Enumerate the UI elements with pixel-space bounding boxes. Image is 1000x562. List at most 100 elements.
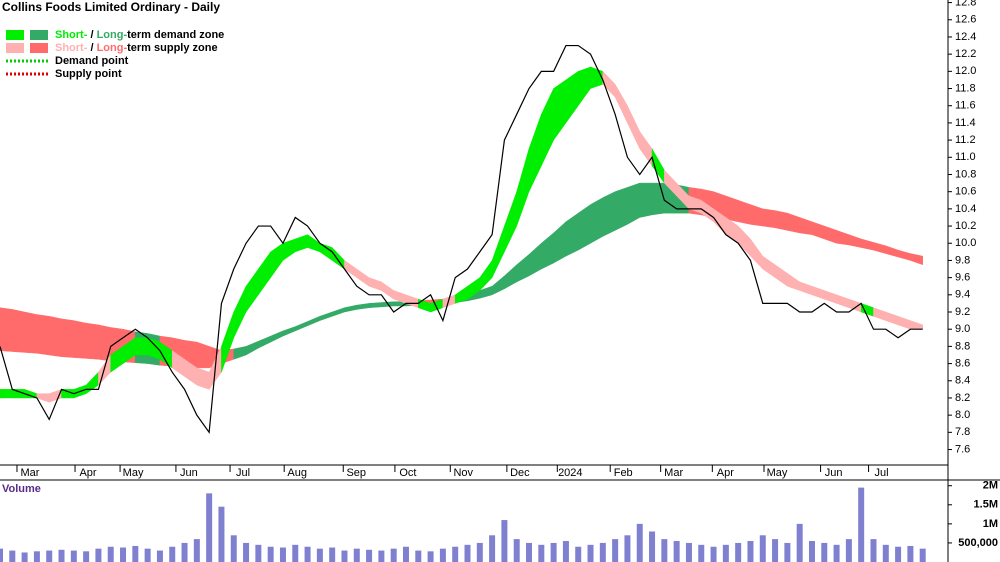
x-tick-label: Apr [717, 467, 734, 479]
volume-bar [599, 542, 606, 562]
volume-bar [255, 544, 262, 562]
volume-bar [230, 535, 237, 562]
volume-bar [218, 506, 225, 562]
y-tick-label: 9.6 [955, 272, 970, 284]
volume-bar [759, 535, 766, 562]
volume-title: Volume [2, 483, 41, 495]
volume-bar [772, 539, 779, 562]
volume-bar [808, 541, 815, 562]
x-tick-label: Oct [399, 467, 416, 479]
short-band-segment [135, 337, 148, 356]
y-tick-label: 11.6 [955, 100, 976, 112]
volume-bar [132, 545, 139, 562]
long-band-segment [737, 199, 751, 225]
long-band-segment [725, 195, 739, 223]
x-tick-label: Sep [346, 467, 366, 479]
long-band-segment [73, 320, 87, 359]
volume-bar [575, 546, 582, 562]
volume-bar [710, 546, 717, 562]
y-tick-label: 12.8 [955, 0, 976, 8]
volume-bar [735, 542, 742, 562]
volume-bar [0, 548, 3, 562]
volume-bar [402, 546, 409, 562]
volume-bar [353, 548, 360, 562]
volume-bar [501, 520, 508, 562]
y-tick-label: 12.2 [955, 48, 976, 60]
y-tick-label: 10.8 [955, 168, 976, 180]
volume-bar [181, 542, 188, 562]
volume-bar [169, 546, 176, 562]
y-tick-label: 500,000 [958, 537, 998, 549]
y-tick-label: 9.0 [955, 323, 970, 335]
y-tick-label: 1.5M [974, 499, 998, 511]
legend-label: Short- / Long-term demand zone [55, 29, 224, 41]
volume-bar [624, 535, 631, 562]
long-band-segment [774, 210, 788, 231]
volume-bar [70, 550, 77, 562]
y-tick-label: 10.2 [955, 220, 976, 232]
legend-part: Short- [55, 29, 88, 41]
volume-bar [427, 551, 434, 562]
legend-swatch [6, 30, 24, 40]
x-tick-label: Jul [236, 467, 250, 479]
long-band-segment [0, 307, 13, 352]
volume-bar [550, 542, 557, 562]
x-tick-label: Aug [287, 467, 307, 479]
volume-bar [292, 544, 299, 562]
short-band-segment [12, 389, 25, 399]
long-band-segment [24, 311, 38, 354]
volume-bar [907, 545, 914, 562]
short-band-segment [0, 389, 13, 399]
x-tick-label: 2024 [558, 467, 582, 479]
volume-bar [390, 548, 397, 562]
y-tick-label: 8.8 [955, 340, 970, 352]
volume-bar [58, 549, 65, 562]
volume-bar [661, 539, 668, 562]
volume-bar [612, 539, 619, 562]
volume-bar [341, 550, 348, 562]
volume-bar [845, 539, 852, 562]
volume-bar [378, 550, 385, 562]
volume-bar [120, 547, 127, 562]
volume-bar [919, 548, 926, 562]
volume-bar [366, 549, 373, 562]
volume-bar [95, 548, 102, 562]
volume-bar [747, 541, 754, 562]
volume-bar [107, 546, 114, 562]
legend-part: Long- [97, 42, 128, 54]
y-tick-label: 10.0 [955, 237, 976, 249]
volume-bar [538, 544, 545, 562]
long-band-segment [614, 187, 628, 231]
x-tick-label: Feb [614, 467, 633, 479]
x-tick-label: Jul [875, 467, 889, 479]
legend-part: / [87, 29, 96, 41]
volume-bar [636, 523, 643, 562]
y-tick-label: 12.4 [955, 31, 976, 43]
y-tick-label: 10.6 [955, 186, 976, 198]
long-band-segment [36, 314, 50, 356]
volume-bar [685, 542, 692, 562]
price-line [0, 44, 923, 434]
legend-swatch [6, 43, 24, 53]
long-band-segment [602, 191, 616, 237]
volume-bar [464, 544, 471, 562]
volume-bar [476, 542, 483, 562]
x-tick-label: May [123, 467, 144, 479]
volume-bar [46, 550, 53, 562]
y-tick-label: 7.6 [955, 443, 970, 455]
long-band-segment [85, 322, 99, 360]
x-tick-label: Nov [453, 467, 473, 479]
volume-bar [304, 546, 311, 562]
volume-bar [895, 546, 902, 562]
volume-bar [193, 539, 200, 562]
volume-bar [821, 542, 828, 562]
legend-part: Short- [55, 42, 88, 54]
volume-bar [243, 542, 250, 562]
y-tick-label: 8.6 [955, 357, 970, 369]
long-band-segment [12, 309, 25, 353]
volume-bar [21, 552, 28, 562]
volume-bar [673, 541, 680, 562]
long-band-segment [368, 302, 382, 308]
x-tick-label: Mar [21, 467, 40, 479]
long-band-segment [651, 182, 665, 216]
